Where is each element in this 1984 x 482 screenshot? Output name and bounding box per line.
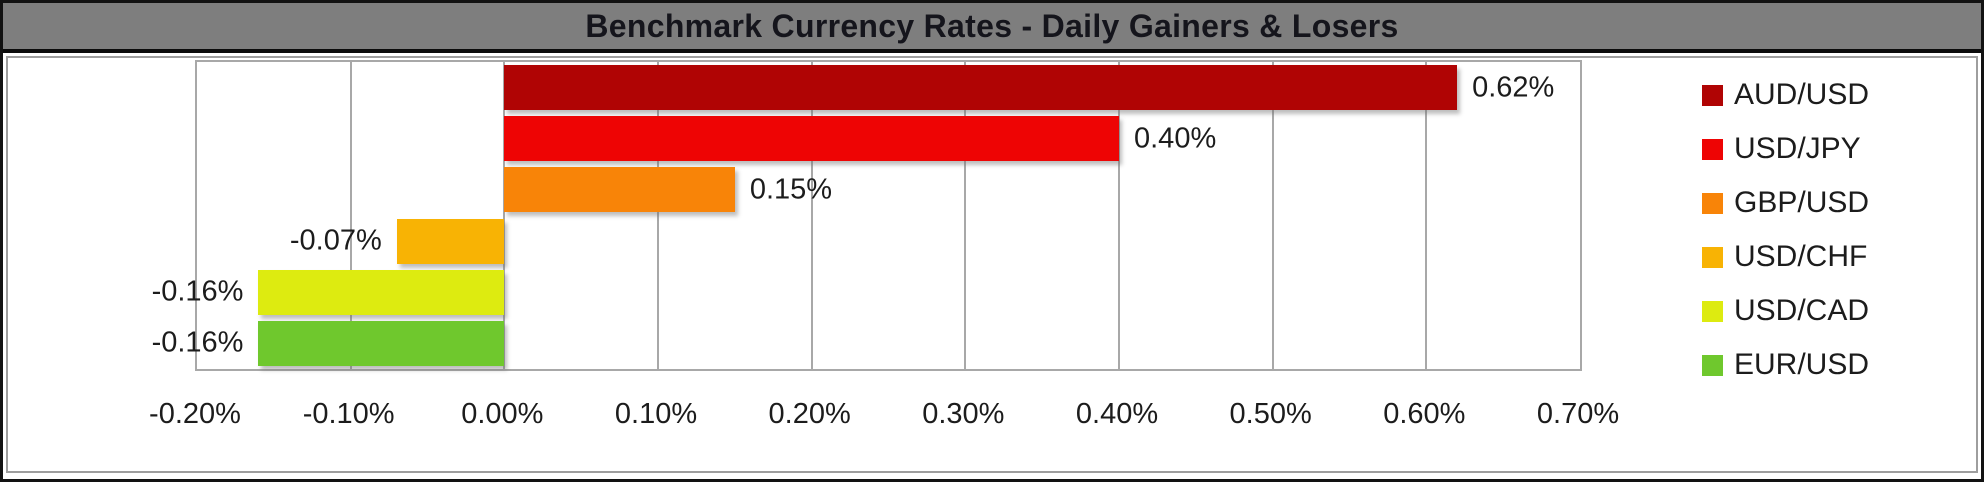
- x-tick-label: 0.60%: [1383, 398, 1466, 430]
- legend-color-swatch: [1702, 84, 1723, 106]
- bar-value-label: -0.16%: [151, 275, 244, 308]
- bar-usd-cad: [258, 269, 505, 315]
- chart-title: Benchmark Currency Rates - Daily Gainers…: [3, 3, 1981, 53]
- legend-item-aud-usd: AUD/USD: [1702, 78, 1870, 111]
- legend-color-swatch: [1702, 354, 1723, 376]
- x-tick-label: -0.20%: [149, 398, 241, 430]
- x-axis: -0.20% -0.10% 0.00% 0.10% 0.20% 0.30% 0.40% 0.5…: [149, 398, 1619, 438]
- chart-area: 0.62% 0.40% 0.15% -0.07% -0.16% -0.16% -0.20%…: [6, 56, 1978, 473]
- legend-color-swatch: [1702, 300, 1723, 322]
- x-tick-label: -0.10%: [302, 398, 395, 430]
- bar-gbp-usd: [504, 167, 735, 213]
- legend-color-swatch: [1702, 192, 1723, 214]
- bar-value-label: 0.62%: [1472, 71, 1555, 104]
- gridline: [1118, 62, 1120, 369]
- gridline: [1271, 62, 1274, 369]
- legend-item-usd-cad: USD/CAD: [1702, 294, 1870, 327]
- x-tick-label: 0.00%: [461, 398, 544, 430]
- plot-inner: 0.62% 0.40% 0.15% -0.07% -0.16% -0.16%: [152, 62, 1580, 369]
- plot-area: 0.62% 0.40% 0.15% -0.07% -0.16% -0.16%: [152, 60, 1582, 371]
- legend-item-usd-chf: USD/CHF: [1702, 240, 1869, 273]
- legend-item-gbp-usd: GBP/USD: [1702, 186, 1870, 219]
- legend-item-eur-usd: EUR/USD: [1702, 348, 1870, 381]
- bar-eur-usd: [258, 320, 505, 366]
- bar-value-label: -0.07%: [289, 224, 382, 257]
- legend-label: USD/CHF: [1734, 240, 1868, 273]
- legend-label: AUD/USD: [1734, 78, 1870, 111]
- legend-color-swatch: [1702, 138, 1723, 160]
- gridline: [503, 62, 506, 369]
- x-tick-label: 0.10%: [614, 398, 698, 430]
- gridline: [1425, 62, 1428, 369]
- bar-aud-usd: [504, 65, 1458, 111]
- bar-value-label: 0.40%: [1134, 122, 1217, 155]
- legend-label: EUR/USD: [1734, 348, 1870, 381]
- x-tick-label: 0.40%: [1075, 398, 1159, 430]
- legend-label: USD/CAD: [1734, 294, 1870, 327]
- x-tick-label: 0.20%: [768, 398, 851, 430]
- gridline: [964, 62, 967, 369]
- x-tick-label: 0.70%: [1536, 398, 1620, 430]
- legend-label: USD/JPY: [1734, 132, 1861, 165]
- bar-usd-chf: [396, 218, 505, 264]
- legend-item-usd-jpy: USD/JPY: [1702, 132, 1869, 165]
- legend: AUD/USD USD/JPY GBP/USD USD/CHF USD/CAD EUR/U…: [1702, 78, 1870, 404]
- gridline: [657, 62, 659, 369]
- bar-value-label: -0.16%: [151, 326, 244, 359]
- legend-label: GBP/USD: [1734, 186, 1870, 219]
- bar-usd-jpy: [504, 116, 1119, 162]
- legend-color-swatch: [1702, 246, 1723, 268]
- x-tick-label: 0.30%: [922, 398, 1005, 430]
- gridline: [349, 62, 352, 369]
- gridline: [810, 62, 813, 369]
- x-tick-label: 0.50%: [1229, 398, 1312, 430]
- bar-value-label: 0.15%: [749, 173, 833, 206]
